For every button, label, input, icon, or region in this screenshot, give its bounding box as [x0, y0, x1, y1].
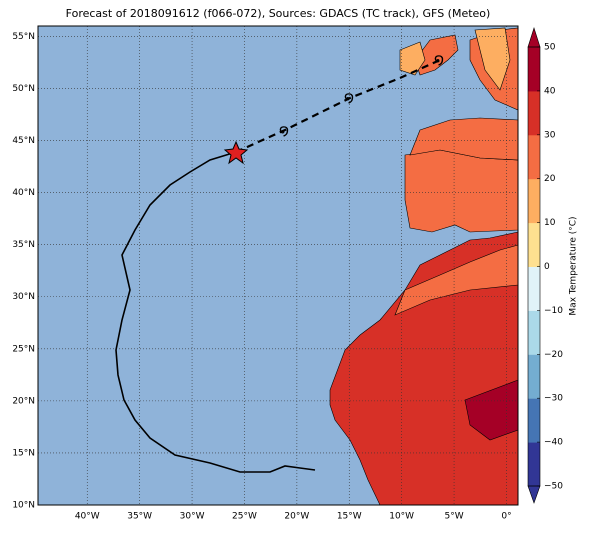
colorbar-band — [528, 47, 540, 92]
colorbar-tick-label: 40 — [544, 86, 556, 96]
colorbar-band — [528, 222, 540, 267]
colorbar-tick-label: −30 — [544, 394, 563, 404]
y-tick-label: 25°N — [12, 344, 35, 354]
x-tick-label: 25°W — [232, 512, 257, 522]
track-past — [115, 151, 316, 473]
x-tick-label: 20°W — [284, 512, 309, 522]
colorbar-band — [528, 90, 540, 136]
colorbar-tick-label: 20 — [544, 174, 556, 184]
colorbar-tick-label: −40 — [544, 438, 563, 448]
graticule — [38, 26, 518, 506]
colorbar-tick-label: 50 — [544, 43, 556, 53]
colorbar-band — [528, 310, 540, 355]
y-tick-label: 50°N — [12, 84, 35, 94]
colorbar-tick-label: 30 — [544, 130, 556, 140]
y-tick-label: 45°N — [12, 136, 35, 146]
y-tick-label: 55°N — [12, 32, 35, 42]
map-frame — [37, 25, 519, 506]
y-tick-label: 40°N — [12, 188, 35, 198]
colorbar-band — [528, 266, 540, 311]
storm-symbol: ໑ — [434, 50, 444, 69]
x-tick-label: 15°W — [337, 512, 362, 522]
x-tick-label: 35°W — [127, 512, 152, 522]
colorbar-band — [528, 442, 540, 487]
y-tick-label: 20°N — [12, 396, 35, 406]
x-tick-label: 40°W — [75, 512, 100, 522]
colorbar-tick-label: −10 — [544, 306, 563, 316]
map-title: Forecast of 2018091612 (f066-072), Sourc… — [66, 7, 491, 20]
x-tick-label: 0° — [501, 512, 511, 522]
y-tick-label: 35°N — [12, 240, 35, 250]
colorbar-label: Max Temperature (°C) — [569, 216, 579, 315]
colorbar-band — [528, 354, 540, 399]
colorbar-band — [528, 398, 540, 443]
land — [329, 27, 519, 506]
colorbar-tick-label: −50 — [544, 482, 563, 492]
storm-symbol: ໑ — [279, 121, 289, 140]
colorbar-band — [528, 178, 540, 224]
x-tick-label: 30°W — [180, 512, 205, 522]
storm-position — [223, 140, 249, 165]
colorbar-tick-label: 0 — [544, 262, 550, 272]
colorbar-tick-label: −20 — [544, 350, 563, 360]
colorbar-extend-max — [527, 27, 541, 48]
y-tick-label: 15°N — [12, 448, 35, 458]
colorbar-extend-min — [527, 485, 541, 504]
colorbar-band — [528, 134, 540, 180]
x-tick-label: 10°W — [389, 512, 414, 522]
x-tick-label: 5°W — [445, 512, 464, 522]
colorbar — [527, 27, 541, 504]
y-tick-label: 10°N — [12, 501, 35, 511]
colorbar-tick-label: 10 — [544, 218, 556, 228]
y-tick-label: 30°N — [12, 292, 35, 302]
track-forecast — [235, 58, 441, 154]
storm-symbol: ໑ — [344, 88, 354, 107]
